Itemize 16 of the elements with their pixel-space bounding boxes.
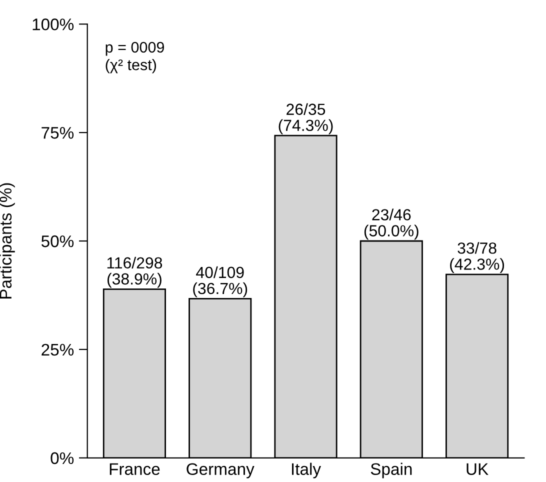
data-label: 26/35 (74.3%) xyxy=(278,103,333,134)
y-tick-label: 0% xyxy=(50,452,74,464)
y-tick-label: 25% xyxy=(42,344,74,356)
x-tick-label: Spain xyxy=(370,462,412,478)
y-tick-label: 50% xyxy=(41,235,74,248)
x-tick-label: Italy xyxy=(292,462,322,478)
data-label: 23/46 (50.0%) xyxy=(364,208,418,240)
x-tick-label: France xyxy=(110,463,160,476)
data-label: 116/298 (38.9%) xyxy=(107,256,162,288)
x-tick-label: UK xyxy=(466,463,488,476)
x-tick-label: Germany xyxy=(186,463,254,478)
data-label: 33/78 (42.3%) xyxy=(450,242,504,274)
annotation: p = 0009 (χ² test) xyxy=(106,42,164,74)
y-tick-label: 75% xyxy=(42,127,74,139)
data-label: 40/109 (36.7%) xyxy=(193,266,248,298)
y-tick-label: 100% xyxy=(32,18,74,30)
